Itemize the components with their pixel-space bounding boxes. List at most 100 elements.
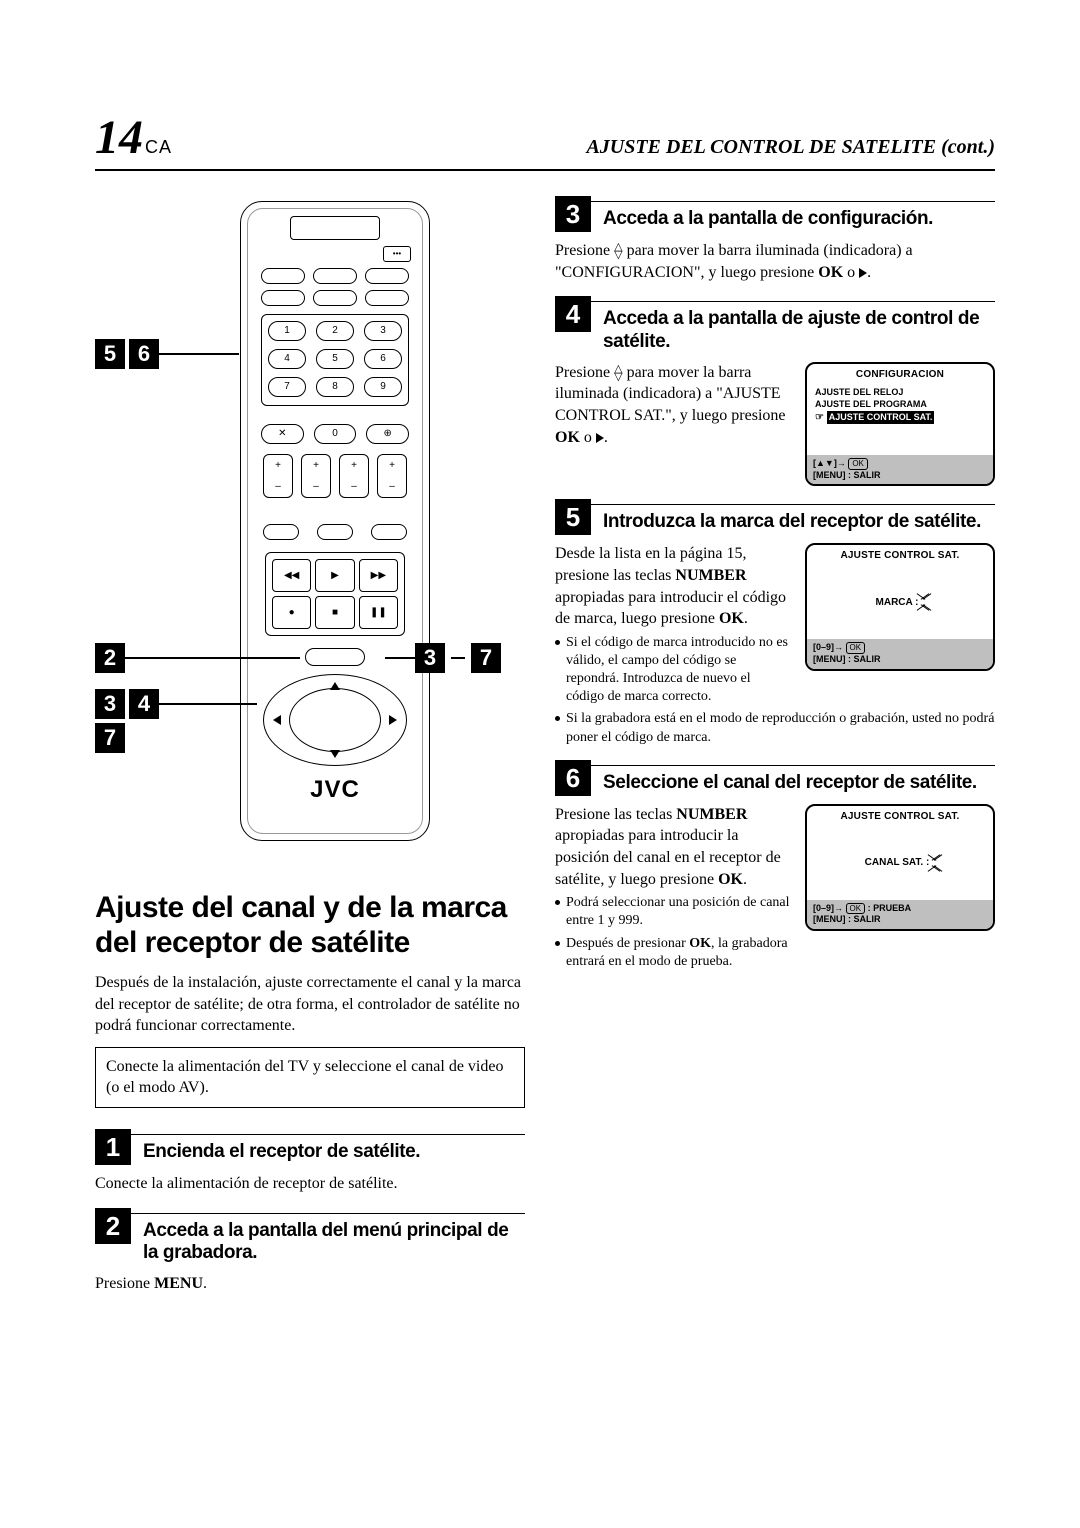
row-x0: ✕ 0 ⊕ — [261, 424, 409, 444]
playback-grid: ◀◀ ▶ ▶▶ ● ■ ❚❚ — [265, 552, 405, 636]
num-0-button: 0 — [314, 424, 357, 444]
callout-badge: 6 — [129, 339, 159, 369]
step-1: 1 Encienda el receptor de satélite. Cone… — [95, 1134, 525, 1195]
cap-button — [261, 268, 305, 284]
callout-badge: 3 — [415, 643, 445, 673]
callout-badge: 4 — [129, 689, 159, 719]
callout-badge: 3 — [95, 689, 125, 719]
number-pad: 1 2 3 4 5 6 7 8 9 — [261, 314, 409, 406]
osd-item-selected: AJUSTE CONTROL SAT. — [815, 411, 985, 425]
cancel-button: ✕ — [261, 424, 304, 444]
osd-title: CONFIGURACION — [807, 364, 993, 384]
callout-3-4: 3 4 — [95, 689, 257, 719]
step-body: Conecte la alimentación de receptor de s… — [95, 1173, 525, 1195]
step-number: 5 — [555, 499, 591, 535]
section-title: Ajuste del canal y de la marca del recep… — [95, 891, 525, 960]
osd-item: AJUSTE DEL RELOJ — [815, 386, 985, 399]
num-button: 3 — [364, 321, 402, 341]
cap-button — [371, 524, 407, 540]
pm-col: +– — [377, 454, 407, 498]
num-button: 6 — [364, 349, 402, 369]
remote-illustration: ••• 1 2 3 4 5 6 7 — [95, 201, 525, 861]
callout-badge: 2 — [95, 643, 125, 673]
num-button: 2 — [316, 321, 354, 341]
top-caps-row-2 — [241, 290, 429, 306]
pm-col: +– — [301, 454, 331, 498]
dpad — [263, 674, 407, 766]
osd-marca-screen: AJUSTE CONTROL SAT. MARCA : [0–9]→ OK [M… — [805, 543, 995, 670]
step-3: 3 Acceda a la pantalla de configuración.… — [555, 201, 995, 283]
rewind-button: ◀◀ — [272, 559, 311, 592]
updown-icon: △▽ — [614, 243, 622, 259]
step-body: Presione MENU. — [95, 1273, 525, 1295]
left-column: ••• 1 2 3 4 5 6 7 — [95, 201, 525, 1313]
step-body: Desde la lista en la página 15, presione… — [555, 543, 791, 629]
step-title: Seleccione el canal del receptor de saté… — [603, 772, 977, 795]
cap-button — [263, 524, 299, 540]
osd-title: AJUSTE CONTROL SAT. — [807, 545, 993, 565]
num-button: 1 — [268, 321, 306, 341]
num-button: 7 — [268, 377, 306, 397]
osd-footer: [0–9]→ OK [MENU] : SALIR — [807, 639, 993, 668]
callout-badge: 5 — [95, 339, 125, 369]
step-body-wrap: Desde la lista en la página 15, presione… — [555, 543, 791, 706]
step-body-wrap: Presione las teclas NUMBER apropiadas pa… — [555, 804, 791, 971]
osd-footer: [▲▼]→ OK [MENU] : SALIR — [807, 455, 993, 484]
num-button: 4 — [268, 349, 306, 369]
cap-button — [313, 268, 357, 284]
osd-label: CANAL SAT. : — [865, 857, 930, 868]
page-header: 14CA AJUSTE DEL CONTROL DE SATELITE (con… — [95, 110, 995, 171]
bullet: Si la grabadora está en el modo de repro… — [555, 710, 995, 746]
remote-body: ••• 1 2 3 4 5 6 7 — [240, 201, 430, 841]
num-button: 9 — [364, 377, 402, 397]
osd-title: AJUSTE CONTROL SAT. — [807, 806, 993, 826]
updown-icon: △▽ — [614, 365, 622, 381]
pause-button: ❚❚ — [359, 596, 398, 629]
record-button: ● — [272, 596, 311, 629]
ir-window — [290, 216, 380, 240]
num-button: 8 — [316, 377, 354, 397]
pm-col: +– — [339, 454, 369, 498]
step-title: Acceda a la pantalla de ajuste de contro… — [603, 308, 995, 354]
right-arrow-icon — [596, 433, 604, 443]
step-title: Encienda el receptor de satélite. — [143, 1141, 420, 1164]
osd-mid: CANAL SAT. : — [807, 826, 993, 900]
right-arrow-icon — [859, 268, 867, 278]
cap-button — [261, 290, 305, 306]
right-column: 3 Acceda a la pantalla de configuración.… — [555, 201, 995, 1313]
plus-minus-row: +– +– +– +– — [263, 454, 407, 498]
target-button: ⊕ — [366, 424, 409, 444]
step-4: 4 Acceda a la pantalla de ajuste de cont… — [555, 301, 995, 486]
mode-indicator: ••• — [383, 246, 411, 262]
step-6: 6 Seleccione el canal del receptor de sa… — [555, 765, 995, 971]
bullet: Si el código de marca introducido no es … — [555, 634, 791, 707]
cap-button — [365, 268, 409, 284]
content-columns: ••• 1 2 3 4 5 6 7 — [95, 201, 995, 1313]
page-number-suffix: CA — [145, 137, 172, 157]
page-number-value: 14 — [95, 111, 143, 164]
step-number: 3 — [555, 196, 591, 232]
osd-item: AJUSTE DEL PROGRAMA — [815, 398, 985, 411]
cap-button — [365, 290, 409, 306]
header-title: AJUSTE DEL CONTROL DE SATELITE (cont.) — [586, 136, 995, 159]
step-title: Acceda a la pantalla del menú principal … — [143, 1220, 525, 1266]
step-5: 5 Introduzca la marca del receptor de sa… — [555, 504, 995, 747]
step-body: Presione las teclas NUMBER apropiadas pa… — [555, 804, 791, 890]
play-button: ▶ — [315, 559, 354, 592]
step-title: Introduzca la marca del receptor de saté… — [603, 511, 981, 534]
step-number: 1 — [95, 1129, 131, 1165]
step-number: 6 — [555, 760, 591, 796]
step-body: Presione △▽ para mover la barra iluminad… — [555, 362, 791, 448]
bullet: Podrá seleccionar una posición de canal … — [555, 894, 791, 930]
callout-2: 2 — [95, 643, 300, 673]
callout-badge: 7 — [95, 723, 125, 753]
num-button: 5 — [316, 349, 354, 369]
osd-config-screen: CONFIGURACION AJUSTE DEL RELOJ AJUSTE DE… — [805, 362, 995, 487]
mid-caps-row — [263, 524, 407, 540]
step-number: 4 — [555, 296, 591, 332]
osd-list: AJUSTE DEL RELOJ AJUSTE DEL PROGRAMA AJU… — [807, 384, 993, 455]
osd-footer: [0–9]→ OK : PRUEBA [MENU] : SALIR — [807, 900, 993, 929]
top-caps-row — [241, 268, 429, 284]
pm-col: +– — [263, 454, 293, 498]
stop-button: ■ — [315, 596, 354, 629]
